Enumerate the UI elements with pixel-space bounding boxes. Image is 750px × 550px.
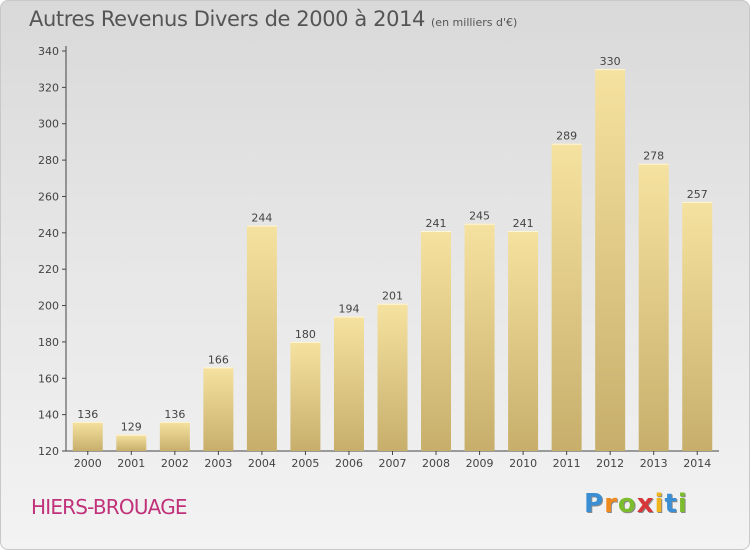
bar-value-label: 136 <box>77 408 98 421</box>
bar <box>203 367 234 451</box>
x-tick-label: 2001 <box>117 457 145 470</box>
y-tick-label: 180 <box>38 336 59 349</box>
y-tick-label: 340 <box>38 45 59 58</box>
chart-title: Autres Revenus Divers de 2000 à 2014 (en … <box>29 7 517 31</box>
x-tick-label: 2010 <box>509 457 537 470</box>
x-tick-label: 2002 <box>161 457 189 470</box>
bar <box>421 231 452 451</box>
y-tick-label: 320 <box>38 81 59 94</box>
bar-value-label: 244 <box>251 212 272 225</box>
x-tick-label: 2013 <box>640 457 668 470</box>
bar <box>464 223 495 451</box>
logo-letter: r <box>604 489 618 519</box>
bar-value-label: 129 <box>121 421 142 434</box>
y-tick-label: 140 <box>38 409 59 422</box>
logo-letter: x <box>636 489 655 519</box>
x-tick-label: 2006 <box>335 457 363 470</box>
y-tick-label: 240 <box>38 227 59 240</box>
logo-letter: i <box>677 489 688 519</box>
x-tick-label: 2005 <box>291 457 319 470</box>
x-tick-label: 2008 <box>422 457 450 470</box>
y-tick-label: 220 <box>38 263 59 276</box>
bar <box>377 303 408 451</box>
x-tick-label: 2007 <box>379 457 407 470</box>
logo-letter: P <box>584 489 605 519</box>
bar-value-label: 330 <box>600 55 621 68</box>
bar <box>116 434 147 451</box>
y-tick-label: 120 <box>38 445 59 458</box>
x-tick-label: 2003 <box>204 457 232 470</box>
bar <box>246 225 277 451</box>
x-tick-label: 2004 <box>248 457 276 470</box>
logo-letter: t <box>664 489 678 519</box>
chart-title-text: Autres Revenus Divers de 2000 à 2014 <box>29 7 426 31</box>
bar-value-label: 289 <box>556 130 577 143</box>
bar-value-label: 166 <box>208 353 229 366</box>
chart-subtitle: (en milliers d'€) <box>431 16 518 29</box>
bar <box>508 231 539 451</box>
bar <box>159 421 190 451</box>
bar <box>682 201 713 451</box>
bar <box>595 69 626 451</box>
proxiti-logo: Proxiti <box>584 489 688 519</box>
bar-value-label: 278 <box>643 150 664 163</box>
logo-letter: i <box>654 489 665 519</box>
x-tick-label: 2009 <box>466 457 494 470</box>
x-tick-label: 2012 <box>596 457 624 470</box>
x-tick-label: 2011 <box>553 457 581 470</box>
bar-value-label: 241 <box>513 217 534 230</box>
x-tick-label: 2000 <box>74 457 102 470</box>
bar <box>290 341 321 451</box>
y-tick-label: 280 <box>38 154 59 167</box>
bar <box>333 316 364 451</box>
bar <box>638 163 669 451</box>
bar <box>72 421 103 451</box>
y-tick-label: 200 <box>38 300 59 313</box>
logo-letter: o <box>617 489 637 519</box>
bar-value-label: 136 <box>164 408 185 421</box>
bar-value-label: 201 <box>382 290 403 303</box>
y-tick-label: 160 <box>38 372 59 385</box>
y-tick-label: 260 <box>38 190 59 203</box>
bar-value-label: 180 <box>295 328 316 341</box>
x-tick-label: 2014 <box>683 457 711 470</box>
bar-value-label: 241 <box>426 217 447 230</box>
location-name: HIERS-BROUAGE <box>31 495 188 519</box>
bar <box>551 143 582 451</box>
bar-value-label: 245 <box>469 210 490 223</box>
y-tick-label: 300 <box>38 118 59 131</box>
bar-value-label: 194 <box>338 302 359 315</box>
bar-value-label: 257 <box>687 188 708 201</box>
